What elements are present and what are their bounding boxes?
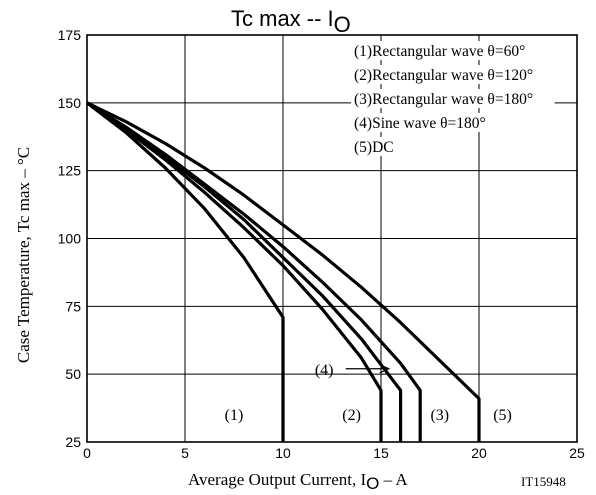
plot-frame	[86, 34, 578, 443]
chart-title-sub: O	[334, 12, 351, 37]
y-tick-label: 150	[58, 95, 82, 111]
y-tick-label: 125	[58, 163, 82, 179]
curve-label: (2)	[342, 407, 361, 424]
x-tick-label: 15	[373, 445, 389, 461]
chart-title-main: Tc max -- I	[231, 6, 334, 31]
y-tick-label: 175	[58, 27, 82, 43]
y-tick-label: 25	[65, 434, 81, 450]
legend-bg	[351, 41, 547, 60]
series-line-1	[86, 101, 285, 442]
legend-bg	[351, 65, 555, 84]
x-tick-label: 25	[569, 445, 585, 461]
y-tick-label: 50	[65, 366, 81, 382]
curve-labels: (1) (2) (3) (5) (4)	[225, 362, 512, 424]
curve-label: (1)	[225, 407, 244, 424]
legend-entry: (3)Rectangular wave θ=180°	[354, 91, 533, 108]
x-axis-label-main: Average Output Current, I	[188, 470, 366, 489]
x-axis-label: Average Output Current, IO – A	[188, 470, 408, 493]
series-line-4	[86, 101, 422, 442]
legend: (1)Rectangular wave θ=60° (2)Rectangular …	[351, 41, 555, 156]
curve-label: (4)	[315, 362, 334, 379]
figure-code: IT15948	[521, 474, 566, 489]
arrow-head	[379, 364, 391, 374]
x-axis-label-sub: O	[366, 474, 379, 493]
legend-bg	[351, 113, 502, 132]
y-tick-label: 100	[58, 231, 82, 247]
legend-entry: (2)Rectangular wave θ=120°	[354, 67, 533, 84]
x-tick-label: 0	[83, 445, 91, 461]
legend-entry: (1)Rectangular wave θ=60°	[354, 43, 525, 60]
x-tick-label: 10	[275, 445, 291, 461]
x-tick-label: 20	[471, 445, 487, 461]
y-axis-label: Case Temperature, Tc max – °C	[14, 147, 33, 363]
series-line-5	[86, 101, 481, 442]
y-tick-label: 75	[65, 298, 81, 314]
series-line-2	[86, 101, 383, 442]
label-arrow	[345, 364, 391, 374]
tick-labels: 0 5 10 15 20 25 25 50 75 100 125 150 175	[58, 27, 585, 461]
curve-label: (3)	[430, 407, 449, 424]
legend-bg	[351, 89, 555, 108]
x-axis-label-suffix: – A	[379, 470, 408, 489]
curve-label: (5)	[493, 407, 512, 424]
x-tick-label: 5	[181, 445, 189, 461]
legend-entry: (5)DC	[354, 139, 394, 156]
legend-bg	[351, 137, 395, 156]
chart-title: Tc max -- IO	[231, 6, 351, 37]
legend-entry: (4)Sine wave θ=180°	[354, 115, 486, 132]
